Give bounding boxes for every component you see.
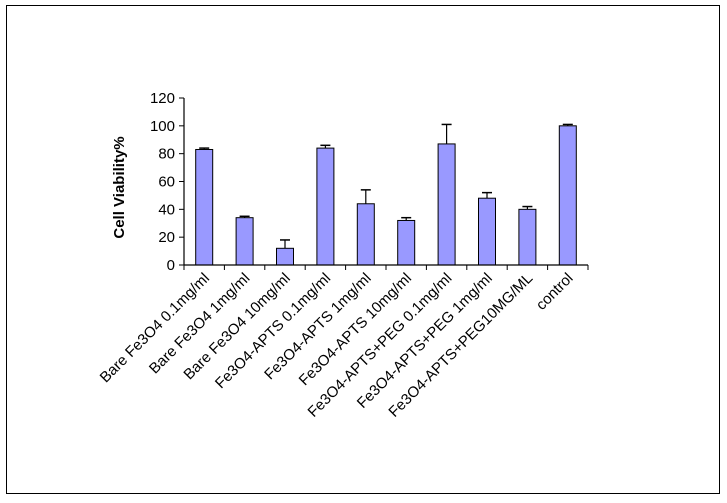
- bar: [558, 125, 577, 266]
- y-axis-title: Cell Viability%: [111, 136, 128, 238]
- bar: [518, 208, 537, 266]
- y-tick-label: 100: [150, 118, 175, 135]
- y-tick-label: 60: [158, 174, 175, 191]
- bar: [397, 219, 416, 266]
- bar: [235, 217, 254, 266]
- chart-frame: [6, 5, 720, 494]
- bar: [316, 147, 335, 266]
- bar: [276, 247, 294, 266]
- y-tick-label: 80: [158, 146, 175, 163]
- bar: [437, 143, 456, 266]
- y-tick-label: 0: [167, 257, 175, 274]
- bar: [478, 197, 496, 266]
- y-tick-label: 120: [150, 90, 175, 107]
- y-tick-label: 40: [158, 201, 175, 218]
- bars: [195, 123, 577, 266]
- x-category-label: control: [533, 270, 577, 314]
- bar: [356, 203, 375, 266]
- y-axis: 0 20 40 60 80 100 120: [150, 90, 185, 274]
- y-tick-label: 20: [158, 229, 175, 246]
- bar: [195, 148, 214, 266]
